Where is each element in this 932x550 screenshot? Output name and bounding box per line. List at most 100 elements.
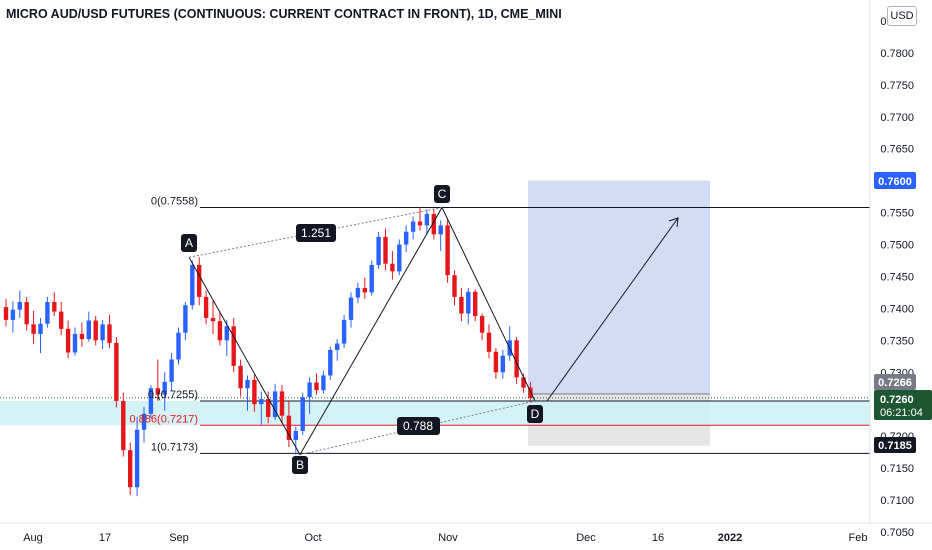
last-price-text: 0.7260 xyxy=(880,394,914,406)
candle xyxy=(134,416,140,497)
price-tick-label: 0.7350 xyxy=(880,335,914,347)
point-c-marker[interactable]: C xyxy=(434,185,450,203)
pattern-legs[interactable] xyxy=(188,206,536,456)
candle xyxy=(493,347,499,379)
candle xyxy=(31,310,36,345)
time-tick-label: Oct xyxy=(304,532,321,544)
stop-price-badge: 0.7185 xyxy=(874,437,916,453)
candles-group xyxy=(3,207,533,497)
candle xyxy=(438,220,443,251)
point-c-label: C xyxy=(438,187,447,201)
candle xyxy=(79,322,85,347)
candle xyxy=(65,320,71,359)
candle xyxy=(128,442,133,495)
candle xyxy=(217,311,223,346)
candle xyxy=(417,207,423,231)
candle xyxy=(293,426,298,455)
candle xyxy=(169,353,174,392)
last-price-badge: 0.7260 06:21:04 xyxy=(874,390,932,420)
candle xyxy=(410,216,416,240)
candle xyxy=(486,324,492,359)
time-tick-label: 17 xyxy=(99,532,111,544)
candle xyxy=(252,374,257,412)
candle xyxy=(390,250,395,280)
candle xyxy=(176,327,181,365)
candle xyxy=(190,260,195,310)
point-a-marker[interactable]: A xyxy=(181,234,197,252)
time-tick-label: Dec xyxy=(576,532,596,544)
fib-level-05-label: 0.(0.7255) xyxy=(148,389,198,401)
candle xyxy=(335,339,340,361)
price-tick-label: 0.7550 xyxy=(880,208,914,220)
candle xyxy=(473,289,478,322)
ratio-bd-badge[interactable]: 0.788 xyxy=(397,417,440,435)
entry-price-text: 0.7266 xyxy=(878,377,912,389)
price-tick-label: 0.7500 xyxy=(880,240,914,252)
target-price-text: 0.7600 xyxy=(878,176,912,188)
candle xyxy=(93,316,98,346)
candle xyxy=(10,301,16,333)
stop-price-text: 0.7185 xyxy=(878,440,912,452)
candle xyxy=(162,372,167,411)
candle xyxy=(121,392,126,457)
price-tick-label: 0.7650 xyxy=(880,144,914,156)
fib-level-0886-label: 0.886(0.7217) xyxy=(130,413,199,425)
price-tick-label: 0.7400 xyxy=(880,303,914,315)
candle xyxy=(210,300,216,334)
candle xyxy=(341,314,347,348)
candle xyxy=(17,290,22,318)
candle xyxy=(383,228,388,271)
candle xyxy=(183,302,188,341)
candle xyxy=(24,296,29,331)
candle xyxy=(452,270,457,306)
target-price-badge: 0.7600 xyxy=(874,172,916,189)
candle xyxy=(107,314,112,348)
ratio-bd-text: 0.788 xyxy=(403,419,433,433)
time-tick-label: 16 xyxy=(652,532,664,544)
candle xyxy=(272,383,278,421)
ratio-ab-bc-badge[interactable]: 1.251 xyxy=(296,224,336,242)
ratio-ab-bc-text: 1.251 xyxy=(301,226,331,240)
candle xyxy=(466,287,471,325)
target-zone[interactable] xyxy=(528,180,710,394)
candle xyxy=(155,359,160,402)
candle xyxy=(38,317,43,354)
point-a-label: A xyxy=(185,236,193,250)
fib-level-0-label: 0(0.7558) xyxy=(151,195,198,207)
price-tick-label: 0.7150 xyxy=(880,463,914,475)
price-axis-bg[interactable] xyxy=(870,0,932,550)
point-b-marker[interactable]: B xyxy=(292,456,308,474)
candle xyxy=(507,326,512,361)
point-d-marker[interactable]: D xyxy=(527,405,543,423)
candle xyxy=(362,277,367,299)
countdown-text: 06:21:04 xyxy=(880,407,923,419)
candle xyxy=(148,385,154,419)
candle xyxy=(404,225,409,253)
time-tick-label: Sep xyxy=(169,532,189,544)
candle xyxy=(459,287,464,322)
candle xyxy=(114,337,119,408)
candle xyxy=(245,375,250,411)
price-tick-label: 0.7700 xyxy=(880,112,914,124)
projection-arrow[interactable] xyxy=(546,217,679,402)
candle xyxy=(100,319,105,350)
time-tick-label: 2022 xyxy=(718,532,742,544)
time-tick-label: Feb xyxy=(849,532,868,544)
time-axis[interactable]: Aug 17 Sep Oct Nov Dec 16 2022 Feb xyxy=(23,532,867,544)
candle xyxy=(59,302,64,336)
candle xyxy=(3,298,9,327)
candle xyxy=(266,391,271,424)
candle xyxy=(279,385,285,424)
price-tick-label: 0.7050 xyxy=(880,527,914,539)
candle xyxy=(355,282,361,304)
candle xyxy=(514,337,519,384)
candle xyxy=(231,317,236,373)
currency-button[interactable]: USD xyxy=(887,6,917,26)
candle xyxy=(259,391,264,425)
chart-title: MICRO AUD/USD FUTURES (CONTINUOUS: CURRE… xyxy=(6,7,562,21)
candle xyxy=(431,208,436,240)
price-tick-label: 0.7750 xyxy=(880,80,914,92)
fib-level-1-label: 1(0.7173) xyxy=(151,441,198,453)
